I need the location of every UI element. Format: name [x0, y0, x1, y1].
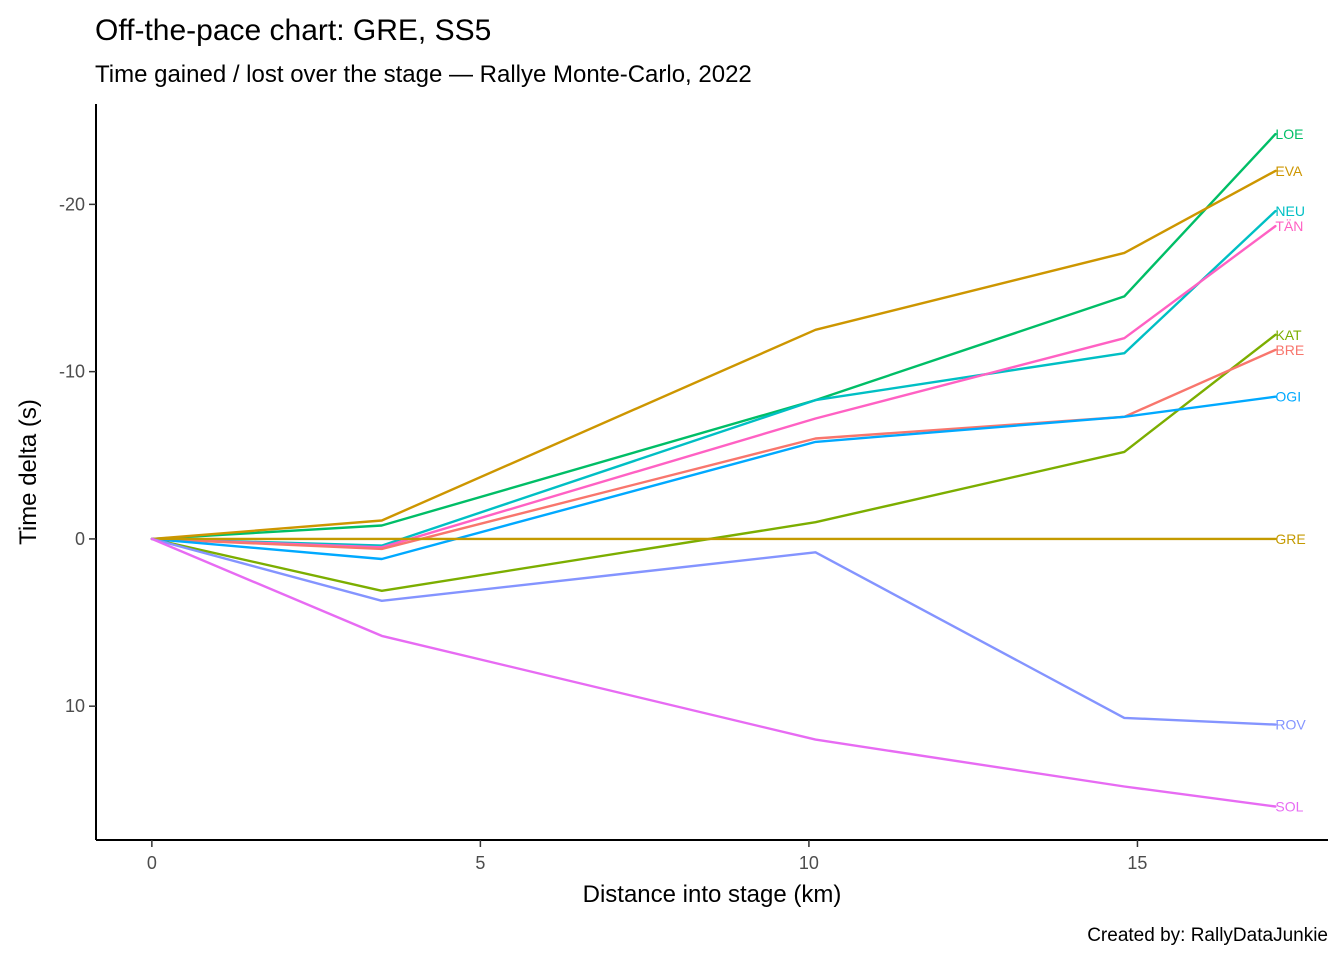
x-tick-label: 0 — [147, 853, 157, 873]
series-label-kat: KAT — [1275, 327, 1302, 343]
x-ticks: 0 5 10 15 — [147, 840, 1147, 873]
y-axis-title: Time delta (s) — [15, 399, 42, 545]
series-lines — [150, 132, 1277, 808]
series-label-gre: GRE — [1275, 531, 1305, 547]
series-label-tän: TÄN — [1275, 218, 1303, 234]
series-line-sol — [150, 537, 1277, 808]
series-line-neu — [150, 209, 1277, 547]
series-line-kat — [150, 333, 1277, 592]
series-label-neu: NEU — [1275, 203, 1305, 219]
axes: 0 5 10 15 -20 -10 0 10 — [59, 104, 1328, 873]
chart-caption: Created by: RallyDataJunkie — [1087, 925, 1328, 946]
y-tick-label: 10 — [65, 696, 85, 716]
y-tick-label: 0 — [75, 529, 85, 549]
x-tick-label: 10 — [799, 853, 819, 873]
x-tick-label: 15 — [1127, 853, 1147, 873]
x-axis-title: Distance into stage (km) — [583, 881, 842, 908]
x-tick-label: 5 — [475, 853, 485, 873]
chart-title: Off-the-pace chart: GRE, SS5 — [95, 14, 491, 47]
series-line-loe — [150, 132, 1277, 541]
y-tick-label: -10 — [59, 362, 85, 382]
y-tick-label: -20 — [59, 194, 85, 214]
series-label-loe: LOE — [1275, 126, 1303, 142]
series-label-sol: SOL — [1275, 799, 1303, 815]
y-ticks: -20 -10 0 10 — [59, 194, 96, 716]
series-line-bre — [150, 348, 1277, 551]
series-line-ogi — [150, 395, 1277, 561]
series-line-rov — [150, 537, 1277, 726]
series-line-eva — [150, 169, 1277, 541]
series-label-bre: BRE — [1275, 342, 1304, 358]
series-label-ogi: OGI — [1275, 389, 1301, 405]
series-label-eva: EVA — [1275, 163, 1303, 179]
chart-subtitle: Time gained / lost over the stage — Rall… — [95, 61, 752, 88]
series-line-tän — [150, 224, 1277, 549]
series-label-rov: ROV — [1275, 717, 1306, 733]
